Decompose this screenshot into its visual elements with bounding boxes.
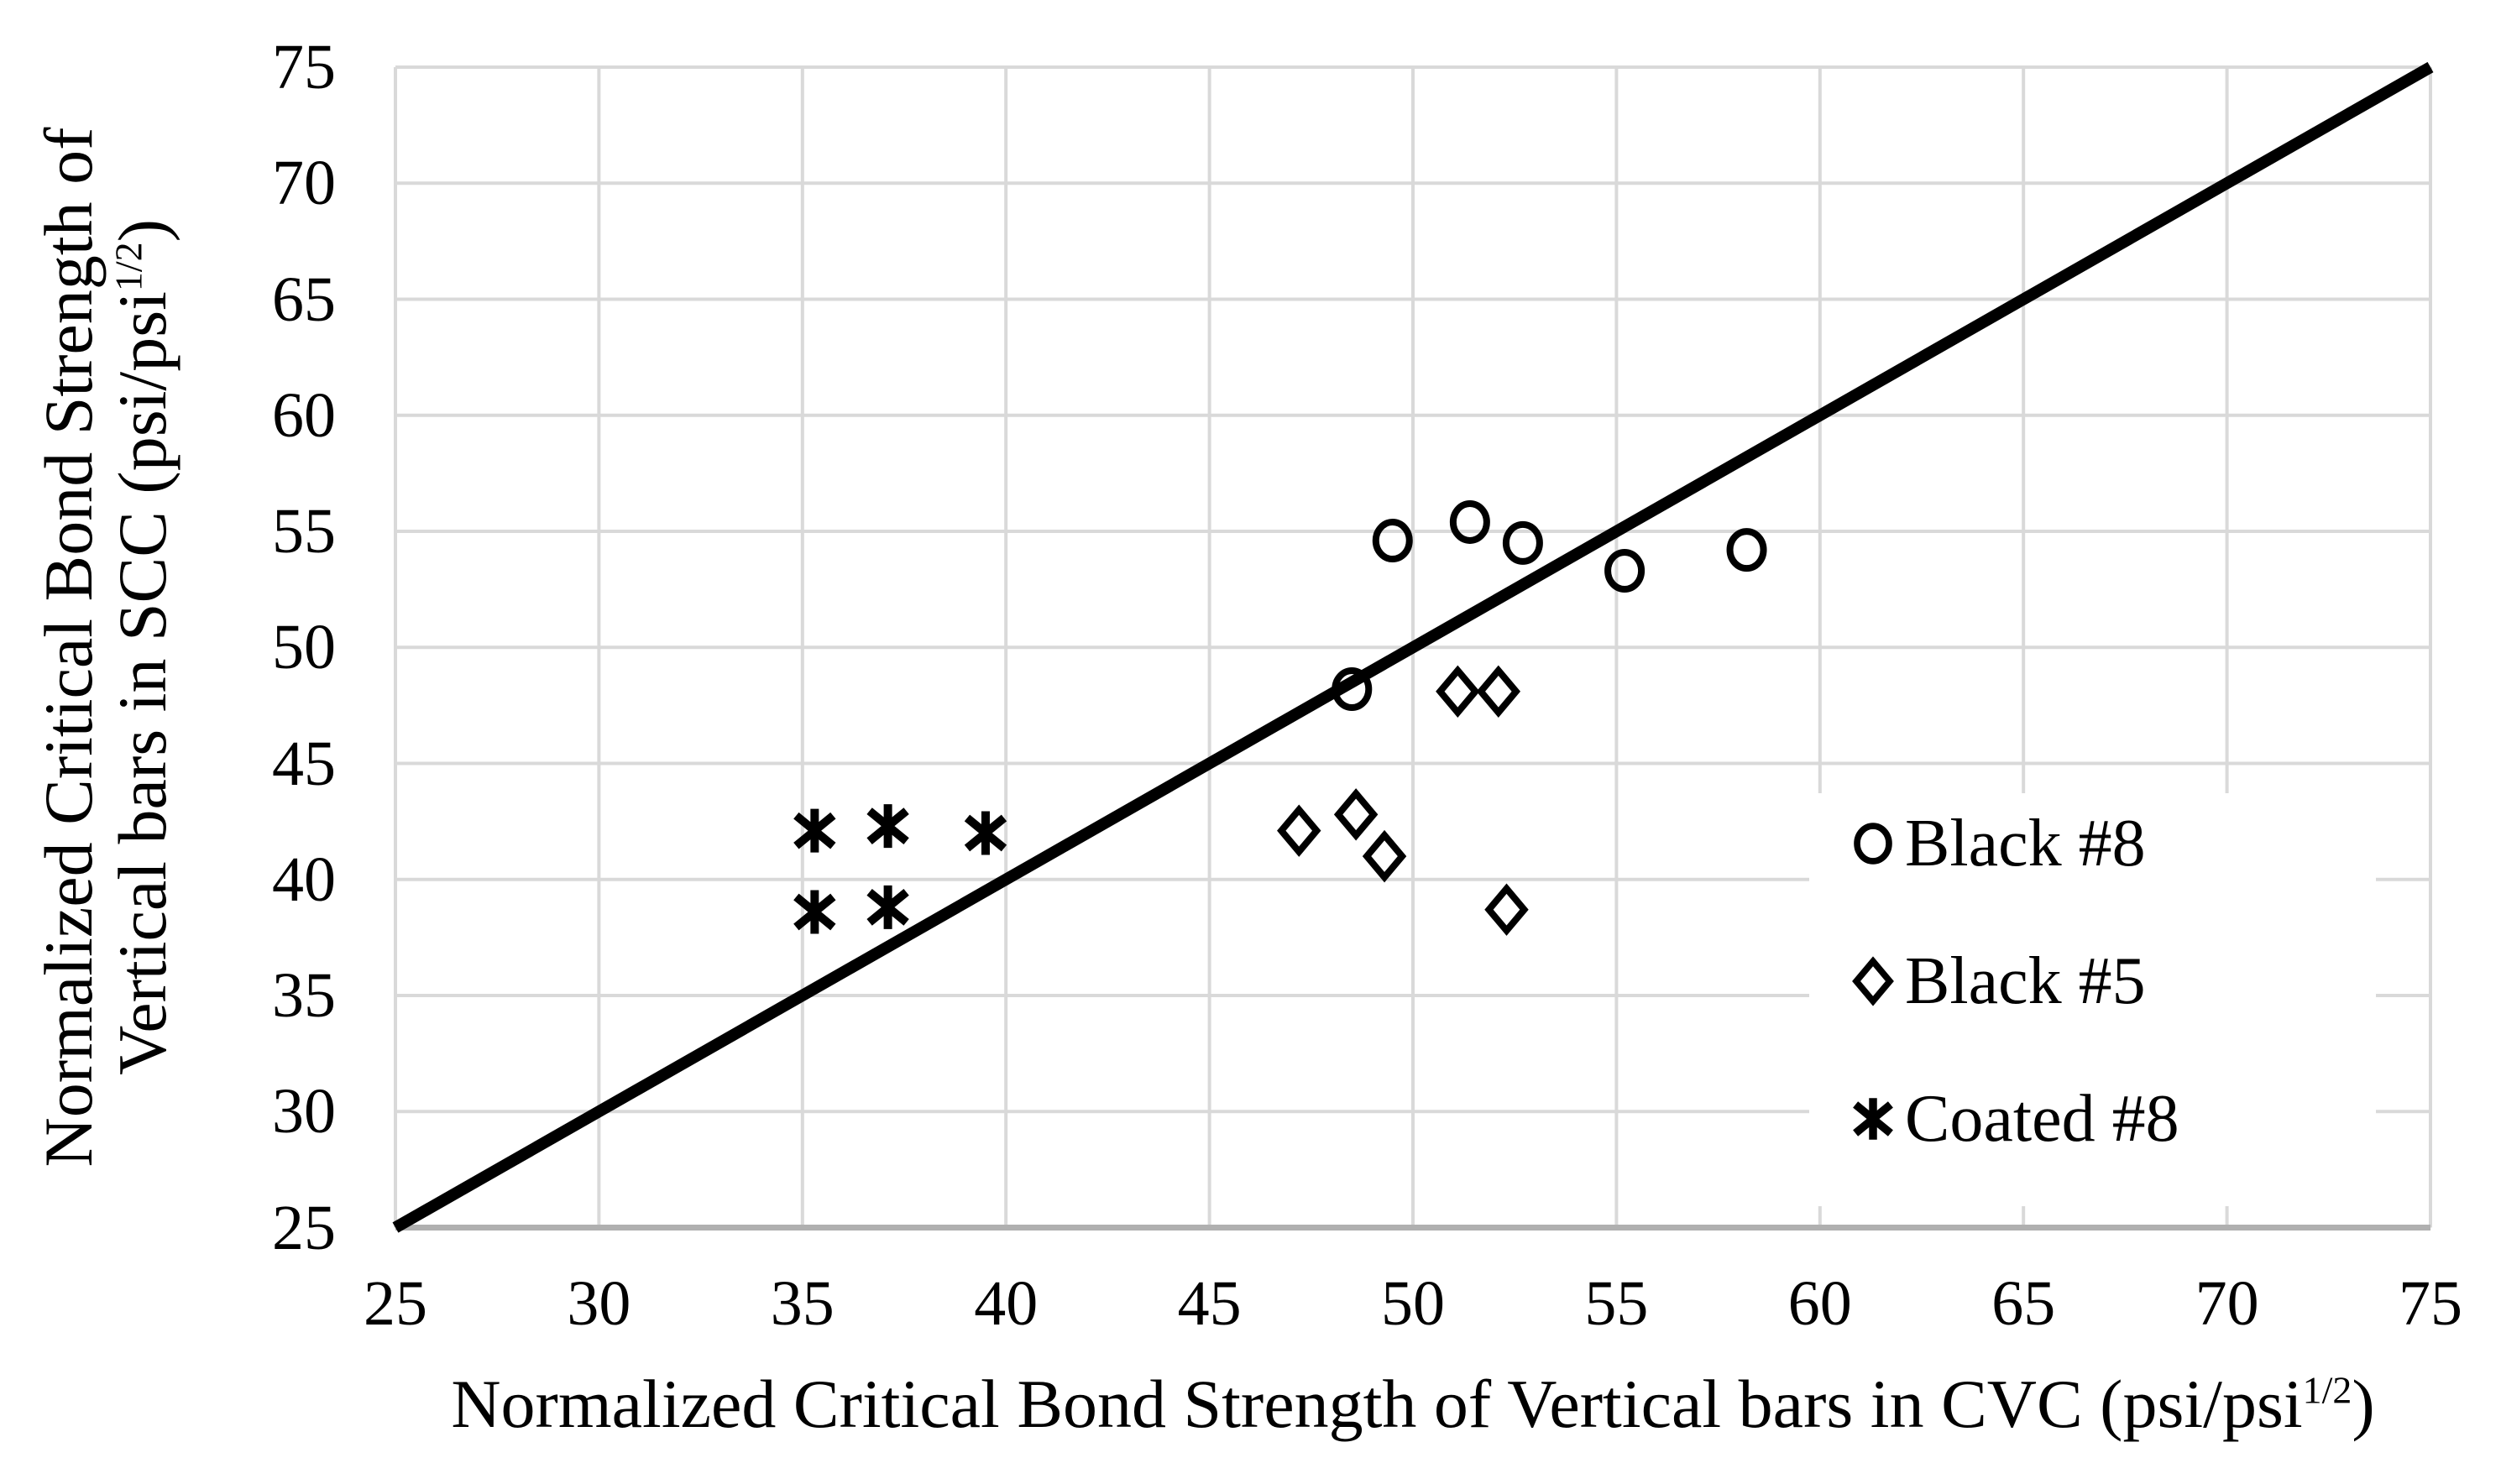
y-tick-label: 70 <box>272 148 336 219</box>
x-tick-label: 50 <box>1381 1268 1445 1339</box>
data-point-coated-8 <box>793 890 836 934</box>
legend-marker <box>1854 823 1892 865</box>
legend-item-coated-8: Coated #8 <box>1809 1085 2376 1152</box>
legend-marker <box>1853 1098 1893 1140</box>
legend-label: Black #8 <box>1905 807 2146 880</box>
x-tick-label: 30 <box>567 1268 631 1339</box>
x-axis-title: Normalized Critical Bond Strength of Ver… <box>451 1366 2375 1442</box>
y-tick-label: 40 <box>272 844 336 915</box>
x-tick-label: 70 <box>2195 1268 2259 1339</box>
data-point-black-8 <box>1372 519 1413 563</box>
y-tick-label: 60 <box>272 379 336 451</box>
y-axis-title-line2: Vertical bars in SCC (psi/psi1/2) <box>104 219 181 1075</box>
x-tick-label: 35 <box>770 1268 835 1339</box>
legend-label: Black #5 <box>1905 944 2146 1018</box>
y-tick-label: 55 <box>272 496 336 567</box>
y-axis-title: Normalized Critical Bond Strength of Ver… <box>30 60 186 1235</box>
x-tick-label: 40 <box>974 1268 1039 1339</box>
y-axis-title-superscript: 1/2 <box>107 242 150 292</box>
y-tick-label: 25 <box>272 1192 336 1263</box>
y-tick-label: 30 <box>272 1076 336 1147</box>
data-point-black-5 <box>1436 665 1480 718</box>
data-point-black-5 <box>1476 665 1521 718</box>
data-point-coated-8 <box>866 885 909 929</box>
legend-label: Coated #8 <box>1905 1082 2179 1156</box>
legend-item-black-8: Black #8 <box>1809 810 2376 877</box>
legend-item-black-5: Black #5 <box>1809 948 2376 1015</box>
x-tick-label: 65 <box>1991 1268 2056 1339</box>
legend: Black #8 Black #5 Coated #8 <box>1809 793 2376 1206</box>
data-point-black-5 <box>1277 804 1321 857</box>
x-tick-label: 55 <box>1584 1268 1649 1339</box>
y-tick-label: 35 <box>272 960 336 1031</box>
y-tick-label: 50 <box>272 612 336 683</box>
identity-line <box>392 61 2434 1233</box>
data-point-coated-8 <box>866 804 909 849</box>
y-tick-label: 45 <box>272 728 336 799</box>
data-point-coated-8 <box>964 811 1007 855</box>
x-tick-label: 60 <box>1787 1268 1852 1339</box>
x-tick-label: 45 <box>1177 1268 1242 1339</box>
circle-marker-icon <box>1854 823 1892 865</box>
data-point-black-5 <box>1362 829 1407 883</box>
y-axis-title-line1: Normalized Critical Bond Strength of <box>30 127 107 1168</box>
asterisk-marker-icon <box>1853 1098 1893 1140</box>
y-tick-label: 75 <box>272 32 336 102</box>
data-point-black-8 <box>1604 549 1646 593</box>
legend-marker <box>1852 956 1894 1006</box>
data-point-black-8 <box>1726 528 1767 572</box>
x-axis-title-superscript: 1/2 <box>2302 1368 2352 1412</box>
data-point-black-8 <box>1502 520 1543 565</box>
data-point-black-5 <box>1333 788 1379 841</box>
x-tick-label: 25 <box>364 1268 427 1339</box>
data-point-black-5 <box>1484 883 1529 936</box>
x-tick-label: 75 <box>2399 1268 2462 1339</box>
data-point-black-8 <box>1449 499 1490 544</box>
data-point-coated-8 <box>793 808 836 853</box>
diamond-marker-icon <box>1852 956 1894 1006</box>
data-point-black-8 <box>1332 667 1373 712</box>
y-tick-label: 65 <box>272 264 336 335</box>
